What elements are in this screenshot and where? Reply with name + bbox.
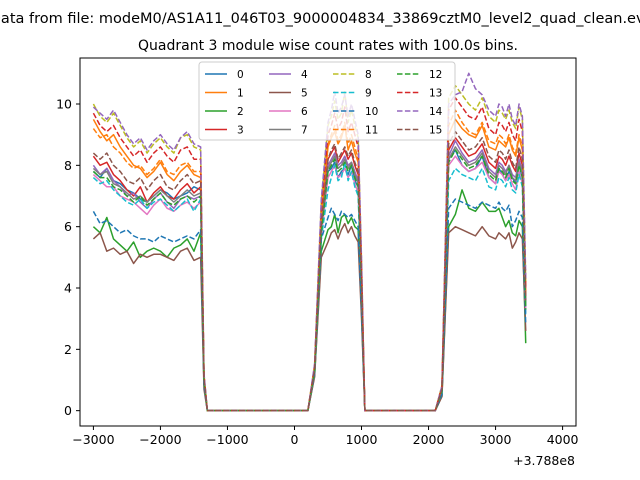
axes-frame	[79, 57, 577, 427]
series-line-6	[92, 155, 527, 412]
x-tick-label: 0	[291, 432, 299, 447]
legend-label-15: 15	[429, 125, 442, 137]
legend-label-8: 8	[365, 69, 372, 81]
legend-label-0: 0	[237, 69, 244, 81]
x-tick-label: 2000	[413, 432, 445, 447]
x-tick-label: −1000	[206, 432, 248, 447]
legend-label-3: 3	[237, 125, 244, 137]
y-tick-label: 0	[64, 403, 72, 418]
legend-label-9: 9	[365, 88, 372, 100]
legend-label-14: 14	[429, 106, 443, 118]
y-axis: 0 2 4 6 8 10	[56, 97, 80, 418]
series-line-2	[92, 189, 527, 412]
legend-label-13: 13	[429, 88, 442, 100]
legend-label-1: 1	[237, 88, 244, 100]
legend-label-6: 6	[301, 106, 308, 118]
x-offset-label: +3.788e8	[513, 453, 575, 468]
x-tick-label: −3000	[72, 432, 114, 447]
x-tick-label: −2000	[139, 432, 181, 447]
y-tick-label: 10	[56, 97, 72, 112]
series-line-1	[92, 118, 527, 412]
legend-label-12: 12	[429, 69, 442, 81]
series-line-7	[92, 146, 527, 412]
chart-title: Quadrant 3 module wise count rates with …	[138, 38, 518, 54]
x-axis: −3000 −2000 −1000 0 1000 2000 3000 4000	[72, 426, 579, 447]
legend-label-5: 5	[301, 88, 308, 100]
series-line-3	[92, 136, 527, 412]
legend-label-11: 11	[365, 125, 378, 137]
y-tick-label: 2	[64, 342, 72, 357]
series-line-12	[92, 149, 527, 412]
legend-box	[198, 61, 456, 141]
y-tick-label: 6	[64, 219, 72, 234]
x-tick-label: 1000	[346, 432, 378, 447]
figure-suptitle: Data from file: modeM0/AS1A11_046T03_900…	[0, 11, 640, 27]
series-line-4	[92, 140, 527, 412]
series-line-5	[92, 222, 527, 412]
series-line-9	[92, 161, 527, 412]
legend-label-7: 7	[301, 125, 308, 137]
series-line-10	[92, 198, 527, 412]
y-tick-label: 4	[64, 281, 72, 296]
y-tick-label: 8	[64, 158, 72, 173]
legend-label-2: 2	[237, 106, 244, 118]
x-tick-label: 4000	[547, 432, 579, 447]
series-line-15	[92, 130, 527, 412]
legend-label-4: 4	[301, 69, 308, 81]
legend-label-10: 10	[365, 106, 378, 118]
x-tick-label: 3000	[480, 432, 512, 447]
